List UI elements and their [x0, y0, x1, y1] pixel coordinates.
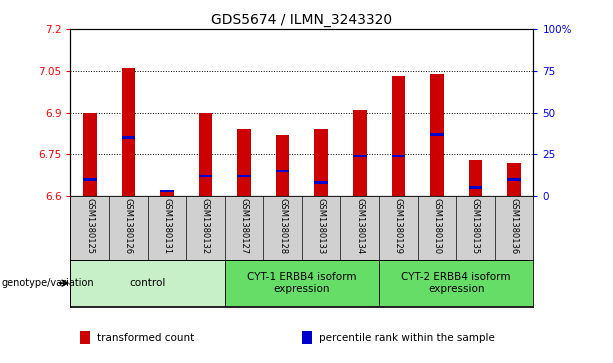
Bar	[83, 113, 96, 196]
Text: GSM1380127: GSM1380127	[240, 198, 248, 254]
Text: percentile rank within the sample: percentile rank within the sample	[319, 333, 495, 343]
Bar	[314, 181, 328, 184]
Bar	[392, 155, 405, 157]
Title: GDS5674 / ILMN_3243320: GDS5674 / ILMN_3243320	[211, 13, 392, 26]
Bar	[430, 74, 444, 196]
Bar	[80, 331, 90, 344]
Text: GSM1380131: GSM1380131	[162, 198, 172, 254]
Text: GSM1380136: GSM1380136	[509, 198, 519, 254]
Text: CYT-1 ERBB4 isoform
expression: CYT-1 ERBB4 isoform expression	[247, 272, 357, 294]
Bar	[160, 191, 173, 196]
Bar	[225, 261, 379, 306]
Text: GSM1380134: GSM1380134	[356, 198, 364, 254]
Text: genotype/variation: genotype/variation	[1, 278, 94, 288]
Text: GSM1380133: GSM1380133	[317, 198, 326, 254]
Bar	[237, 175, 251, 178]
Bar	[121, 68, 135, 196]
Text: GSM1380128: GSM1380128	[278, 198, 287, 254]
Bar	[392, 76, 405, 196]
Bar	[314, 129, 328, 196]
Bar	[430, 133, 444, 136]
Text: control: control	[129, 278, 166, 288]
Bar	[237, 129, 251, 196]
Text: GSM1380125: GSM1380125	[85, 198, 94, 254]
Bar	[70, 261, 225, 306]
Bar	[276, 135, 289, 196]
Text: GSM1380135: GSM1380135	[471, 198, 480, 254]
Bar	[121, 136, 135, 139]
Bar	[508, 163, 521, 196]
Bar	[469, 160, 482, 196]
Text: GSM1380130: GSM1380130	[432, 198, 441, 254]
Bar	[353, 110, 367, 196]
Bar	[83, 178, 96, 181]
Bar	[508, 178, 521, 181]
Bar	[160, 189, 173, 192]
Bar	[379, 261, 533, 306]
Text: GSM1380132: GSM1380132	[201, 198, 210, 254]
Bar	[276, 170, 289, 172]
Bar	[199, 175, 212, 178]
Bar	[353, 155, 367, 157]
Text: GSM1380126: GSM1380126	[124, 198, 133, 254]
Text: GSM1380129: GSM1380129	[394, 198, 403, 254]
Text: CYT-2 ERBB4 isoform
expression: CYT-2 ERBB4 isoform expression	[402, 272, 511, 294]
Bar	[199, 113, 212, 196]
Text: transformed count: transformed count	[97, 333, 194, 343]
Bar	[302, 331, 312, 344]
Bar	[469, 186, 482, 189]
